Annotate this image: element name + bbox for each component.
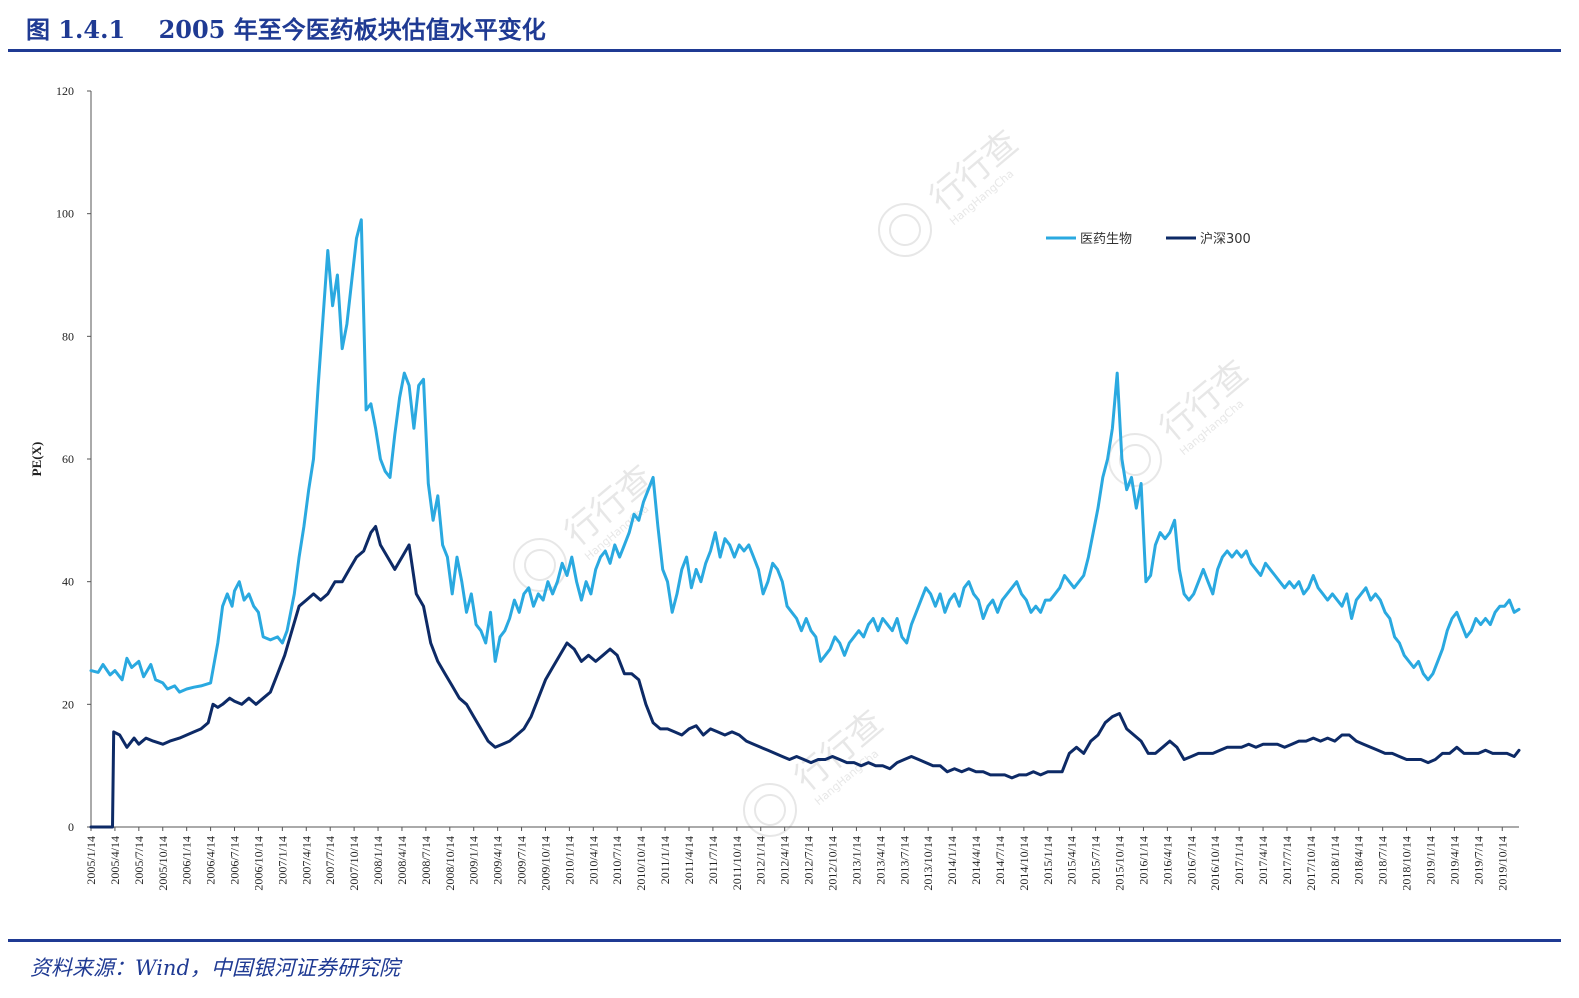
y-tick-label: 60	[62, 452, 74, 466]
x-tick-label: 2013/10/14	[921, 836, 935, 891]
x-tick-label: 2007/4/14	[299, 836, 313, 885]
y-tick-label: 80	[62, 329, 74, 343]
x-tick-label: 2018/1/14	[1328, 836, 1342, 885]
x-tick-label: 2015/10/14	[1113, 836, 1127, 891]
watermark-logo-ring	[513, 538, 567, 592]
axes: 0 20 40 60 80 100 120 PE(X) 2005/1/14 2005/4/14 20…	[29, 84, 1519, 891]
watermark-logo-inner	[524, 549, 556, 581]
x-tick-label: 2014/10/14	[1017, 836, 1031, 891]
x-tick-label: 2010/10/14	[634, 836, 648, 891]
y-tick-label: 120	[56, 84, 74, 98]
x-tick-label: 2014/7/14	[993, 836, 1007, 885]
x-tick-label: 2014/4/14	[969, 836, 983, 885]
x-tick-label: 2018/4/14	[1352, 836, 1366, 885]
x-tick-label: 2016/7/14	[1184, 836, 1198, 885]
watermark-logo-inner	[754, 794, 786, 826]
x-tick-label: 2010/1/14	[562, 836, 576, 885]
watermark-logo-ring	[878, 203, 932, 257]
legend: 医药生物 沪深300	[1046, 231, 1251, 247]
x-tick-label: 2007/1/14	[275, 836, 289, 885]
legend-label-1: 沪深300	[1200, 231, 1251, 247]
x-tick-label: 2019/4/14	[1447, 836, 1461, 885]
x-tick-label: 2012/4/14	[778, 836, 792, 885]
y-tick-label: 20	[62, 697, 74, 711]
x-tick-label: 2013/7/14	[897, 836, 911, 885]
x-tick-label: 2017/1/14	[1232, 836, 1246, 885]
x-tick-label: 2011/4/14	[682, 836, 696, 884]
x-tick-label: 2009/10/14	[538, 836, 552, 891]
x-tick-label: 2012/7/14	[802, 836, 816, 885]
x-tick-label: 2016/4/14	[1160, 836, 1174, 885]
x-tick-label: 2015/1/14	[1041, 836, 1055, 885]
x-tick-label: 2019/1/14	[1423, 836, 1437, 885]
y-tick-label: 0	[68, 820, 74, 834]
x-tick-label: 2006/10/14	[251, 836, 265, 891]
x-tick-label: 2016/10/14	[1208, 836, 1222, 891]
x-tick-label: 2019/10/14	[1495, 836, 1509, 891]
x-tick-label: 2018/7/14	[1376, 836, 1390, 885]
x-tick-label: 2007/10/14	[347, 836, 361, 891]
x-tick-label: 2008/10/14	[443, 836, 457, 891]
x-tick-label: 2005/4/14	[108, 836, 122, 885]
x-tick-label: 2017/7/14	[1280, 836, 1294, 885]
x-tick-label: 2018/10/14	[1400, 836, 1414, 891]
x-tick-label: 2011/10/14	[730, 836, 744, 890]
watermark-logo-ring	[743, 783, 797, 837]
x-tick-label: 2019/7/14	[1471, 836, 1485, 885]
x-tick-label: 2009/4/14	[491, 836, 505, 885]
legend-label-0: 医药生物	[1080, 232, 1132, 247]
x-tick-label: 2017/10/14	[1304, 836, 1318, 891]
x-tick-label: 2006/1/14	[180, 836, 194, 885]
x-tick-label: 2010/4/14	[586, 836, 600, 885]
series-line-1	[89, 525, 1521, 829]
x-tick-label: 2011/7/14	[706, 836, 720, 884]
y-axis-label: PE(X)	[29, 442, 44, 477]
source-note: 资料来源：Wind，中国银河证券研究院	[30, 956, 400, 980]
x-tick-label: 2006/4/14	[204, 836, 218, 885]
x-tick-label: 2015/4/14	[1065, 836, 1079, 885]
x-tick-label: 2005/1/14	[84, 836, 98, 885]
x-tick-label: 2008/4/14	[395, 836, 409, 885]
watermark-logo-ring	[1108, 433, 1162, 487]
x-tick-label: 2013/4/14	[873, 836, 887, 885]
x-tick-label: 2012/10/14	[826, 836, 840, 891]
x-tick-label: 2014/1/14	[945, 836, 959, 885]
x-tick-label: 2013/1/14	[849, 836, 863, 885]
source-rule	[8, 939, 1561, 942]
page-title: 图 1.4.1 2005 年至今医药板块估值水平变化	[26, 15, 546, 44]
title-rule	[8, 49, 1561, 52]
series-layer	[89, 218, 1521, 829]
x-tick-label: 2015/7/14	[1089, 836, 1103, 885]
x-tick-label: 2007/7/14	[323, 836, 337, 885]
watermark-logo-inner	[889, 214, 921, 246]
x-tick-label: 2008/1/14	[371, 836, 385, 885]
x-tick-label: 2017/4/14	[1256, 836, 1270, 885]
series-line-0	[89, 218, 1521, 694]
x-tick-label: 2005/7/14	[132, 836, 146, 885]
x-tick-label: 2011/1/14	[658, 836, 672, 884]
x-tick-label: 2010/7/14	[610, 836, 624, 885]
x-tick-label: 2016/1/14	[1136, 836, 1150, 885]
x-tick-label: 2005/10/14	[156, 836, 170, 891]
y-tick-label: 100	[56, 207, 74, 221]
x-tick-label: 2009/1/14	[467, 836, 481, 885]
x-tick-label: 2012/1/14	[754, 836, 768, 885]
x-tick-label: 2008/7/14	[419, 836, 433, 885]
x-tick-label: 2006/7/14	[228, 836, 242, 885]
y-tick-label: 40	[62, 575, 74, 589]
x-tick-label: 2009/7/14	[515, 836, 529, 885]
